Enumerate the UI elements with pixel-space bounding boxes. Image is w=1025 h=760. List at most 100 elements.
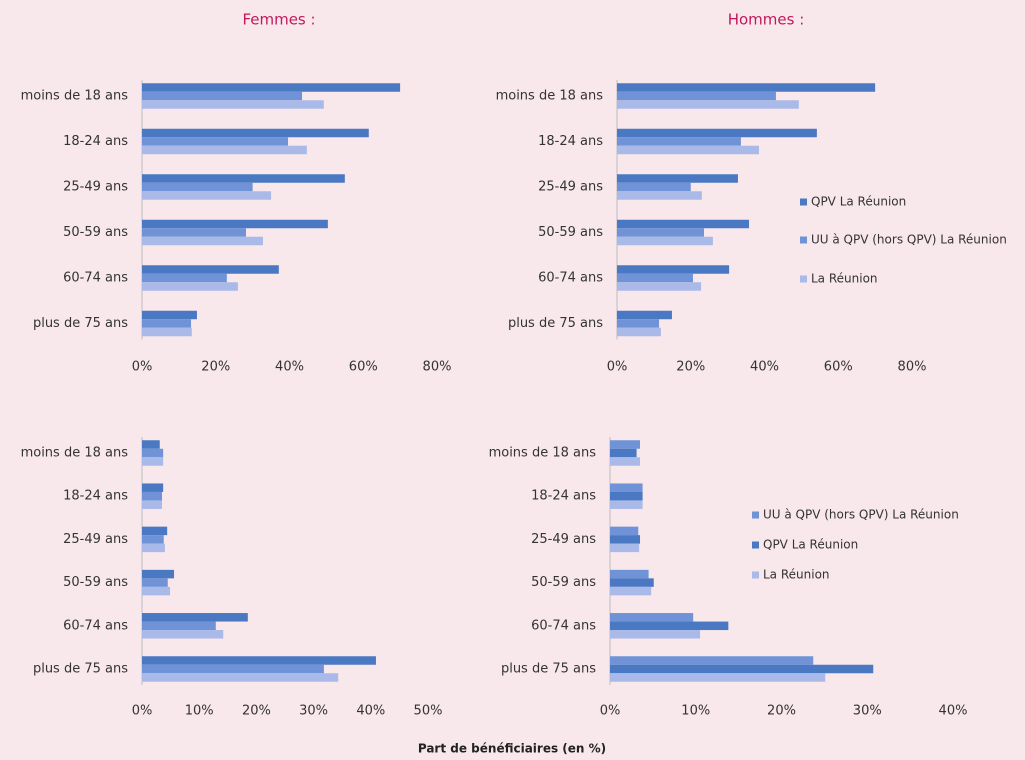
bar	[610, 526, 639, 536]
bar	[610, 621, 729, 631]
legend-label: UU à QPV (hors QPV) La Réunion	[811, 233, 1007, 247]
bar	[142, 327, 192, 337]
bar	[610, 586, 652, 596]
bar	[142, 273, 227, 283]
category-label: 25-49 ans	[63, 180, 128, 195]
bar	[142, 526, 168, 536]
bar	[142, 656, 376, 665]
bar	[142, 191, 272, 200]
bar	[142, 100, 324, 109]
category-label: moins de 18 ans	[21, 89, 129, 104]
bar	[142, 83, 401, 92]
bar	[610, 664, 874, 674]
x-tick-label: 80%	[423, 360, 452, 375]
x-tick-label: 0%	[600, 704, 621, 719]
x-tick-label: 40%	[939, 704, 968, 719]
legend-label: La Réunion	[811, 272, 878, 286]
category-label: moins de 18 ans	[496, 89, 604, 104]
x-tick-label: 20%	[767, 704, 796, 719]
category-label: 50-59 ans	[538, 225, 603, 240]
bar	[142, 543, 165, 553]
x-tick-label: 0%	[132, 360, 153, 375]
category-label: 18-24 ans	[531, 489, 596, 504]
x-tick-label: 10%	[185, 704, 214, 719]
bar	[142, 483, 164, 492]
bar	[610, 440, 641, 449]
bar	[142, 174, 345, 183]
bar	[610, 448, 637, 458]
category-label: plus de 75 ans	[508, 316, 603, 331]
category-label: 50-59 ans	[63, 575, 128, 590]
bar	[617, 137, 741, 146]
bar	[142, 219, 328, 229]
bar	[142, 673, 339, 682]
chart-title: Hommes :	[728, 11, 805, 29]
legend-swatch	[752, 571, 759, 579]
bar	[142, 578, 168, 587]
legend-swatch	[752, 511, 759, 519]
category-label: 60-74 ans	[538, 271, 603, 286]
bar	[142, 128, 369, 138]
bar	[617, 236, 713, 246]
x-tick-label: 0%	[607, 360, 628, 375]
category-label: 18-24 ans	[538, 134, 603, 149]
category-label: 60-74 ans	[531, 618, 596, 633]
bar	[142, 282, 238, 291]
bar	[610, 673, 826, 682]
bar	[142, 319, 192, 328]
category-label: 50-59 ans	[63, 225, 128, 240]
x-tick-label: 20%	[242, 704, 271, 719]
bar	[617, 265, 730, 274]
bar	[617, 174, 738, 183]
bar	[610, 500, 643, 509]
bar	[610, 656, 814, 665]
x-tick-label: 50%	[414, 704, 443, 719]
bar	[142, 569, 175, 579]
category-label: 25-49 ans	[63, 532, 128, 547]
category-label: moins de 18 ans	[489, 446, 597, 461]
legend-label: QPV La Réunion	[763, 538, 858, 552]
bar	[617, 83, 876, 92]
bar	[142, 228, 246, 237]
legend-swatch	[800, 275, 807, 283]
category-label: 18-24 ans	[63, 134, 128, 149]
category-label: plus de 75 ans	[501, 662, 596, 677]
bar	[617, 219, 750, 229]
bar	[142, 265, 279, 274]
legend-label: UU à QPV (hors QPV) La Réunion	[763, 508, 959, 522]
bar	[142, 145, 307, 155]
bar	[617, 191, 702, 200]
x-tick-label: 20%	[201, 360, 230, 375]
x-tick-label: 30%	[299, 704, 328, 719]
bar	[142, 586, 171, 596]
x-tick-label: 40%	[275, 360, 304, 375]
bar	[610, 491, 643, 501]
bar	[610, 483, 643, 492]
x-tick-label: 30%	[853, 704, 882, 719]
bar	[617, 228, 705, 237]
chart-title: Femmes :	[242, 11, 315, 29]
legend-label: QPV La Réunion	[811, 195, 906, 209]
category-label: 50-59 ans	[531, 575, 596, 590]
bar	[610, 630, 701, 639]
x-tick-label: 40%	[356, 704, 385, 719]
x-tick-label: 0%	[132, 704, 153, 719]
bar	[142, 137, 289, 146]
x-tick-label: 80%	[898, 360, 927, 375]
category-label: 18-24 ans	[63, 489, 128, 504]
bar	[617, 273, 693, 283]
bar	[617, 182, 691, 192]
x-tick-label: 60%	[824, 360, 853, 375]
bar	[142, 440, 160, 449]
bar	[142, 630, 224, 639]
bar	[142, 182, 253, 192]
x-tick-label: 40%	[750, 360, 779, 375]
bar	[610, 569, 649, 579]
bar	[142, 457, 164, 466]
bar	[142, 448, 164, 458]
category-label: 25-49 ans	[538, 180, 603, 195]
category-label: plus de 75 ans	[33, 662, 128, 677]
bar	[610, 578, 654, 587]
x-axis-label: Part de bénéficiaires (en %)	[418, 742, 606, 756]
